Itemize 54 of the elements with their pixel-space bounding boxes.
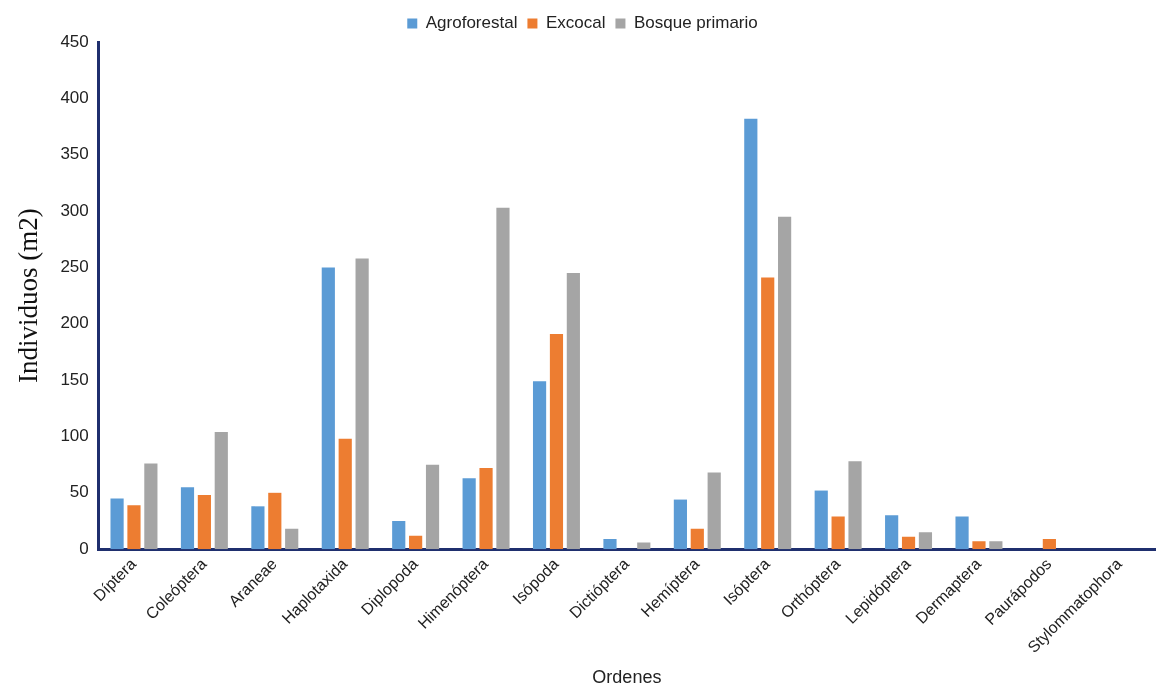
bar: [549, 333, 564, 550]
bar: [197, 495, 211, 550]
bar: [848, 461, 862, 550]
bar: [355, 258, 369, 550]
bar: [409, 535, 423, 550]
bar: [496, 207, 510, 550]
y-tick-label: 350: [60, 144, 89, 164]
bar: [885, 515, 899, 550]
bar: [127, 505, 141, 550]
bar: [321, 267, 335, 550]
y-tick-label: 300: [60, 200, 89, 220]
bar: [479, 468, 493, 550]
y-tick-label: 0: [79, 538, 89, 558]
y-tick-label: 400: [60, 88, 89, 108]
bar: [901, 536, 916, 550]
bar: [180, 487, 195, 550]
bar: [285, 528, 299, 550]
y-axis-title: Individuos (m2): [13, 208, 44, 383]
y-tick-label: 250: [60, 257, 89, 277]
bar: [955, 516, 969, 550]
bar: [918, 532, 933, 550]
legend-label: Excocal: [545, 13, 606, 33]
legend-label: Agroforestal: [425, 13, 518, 33]
bar: [425, 464, 440, 550]
y-tick-label: 100: [60, 426, 89, 446]
bar: [673, 499, 687, 550]
bar: [532, 381, 547, 550]
bar: [392, 520, 406, 550]
bar: [144, 463, 158, 550]
bar: [690, 528, 704, 550]
bar: [744, 118, 758, 550]
bar: [761, 277, 775, 550]
y-tick-label: 50: [69, 482, 89, 502]
y-tick-label: 150: [60, 369, 89, 389]
bar: [338, 438, 352, 550]
bar: [1042, 539, 1056, 550]
bar: [214, 431, 228, 550]
x-axis-title: Ordenes: [592, 667, 662, 688]
bar: [566, 273, 580, 550]
bar: [251, 506, 265, 550]
bar: [989, 541, 1003, 550]
bar: [462, 478, 476, 550]
bar: [972, 541, 986, 550]
bar: [268, 492, 282, 550]
y-tick-label: 200: [60, 313, 89, 333]
bar: [603, 539, 617, 550]
bar: [637, 542, 651, 550]
y-tick-label: 450: [60, 31, 89, 51]
legend-label: Bosque primario: [633, 13, 758, 33]
bar: [814, 490, 828, 550]
bar: [707, 472, 721, 550]
bar: [831, 516, 845, 550]
bar: [778, 216, 792, 550]
bar: [110, 498, 124, 550]
